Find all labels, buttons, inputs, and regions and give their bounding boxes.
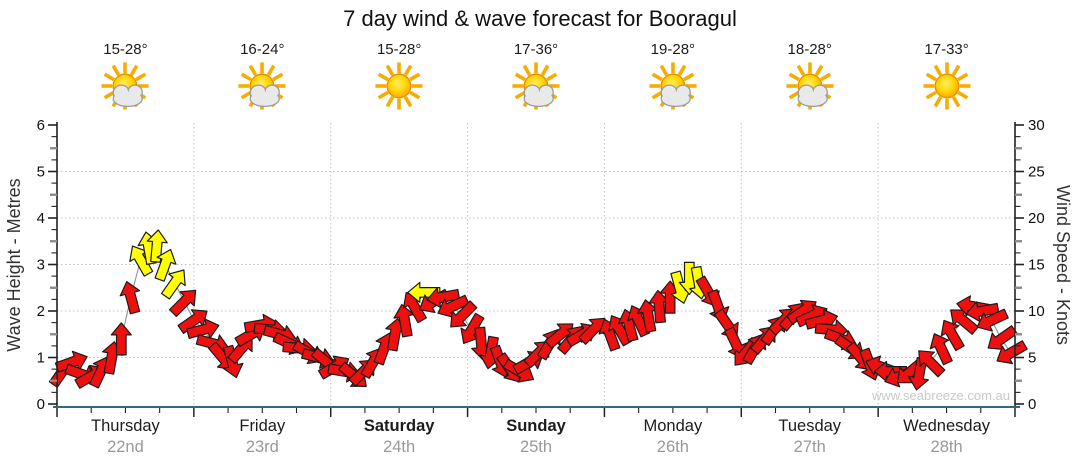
day-label: Wednesday 28th <box>878 415 1015 458</box>
temp-range: 19-28° <box>650 41 696 58</box>
wind-arrow <box>146 229 168 263</box>
day-column: 17-33° <box>878 40 1015 112</box>
wind-arrow <box>160 269 186 300</box>
left-axis-tick-label: 0 <box>37 396 45 413</box>
day-date: 22nd <box>107 438 144 456</box>
day-column: 19-28° <box>604 40 741 112</box>
wind-arrow <box>976 308 1009 332</box>
temp-range: 18-28° <box>787 41 832 58</box>
day-date: 25th <box>519 438 553 456</box>
day-column: 18-28° <box>741 40 878 112</box>
temp-range: 15-28° <box>376 41 422 58</box>
wind-arrow <box>918 350 946 378</box>
right-axis-tick-label: 0 <box>1028 396 1036 413</box>
temp-range: 17-33° <box>924 41 969 58</box>
day-date: 23rd <box>245 438 279 456</box>
left-axis-tick-label: 3 <box>37 257 45 274</box>
day-name: Saturday <box>363 417 435 435</box>
day-name: Wednesday <box>903 417 990 435</box>
right-axis-tick-label: 10 <box>1028 303 1045 320</box>
right-axis: 0 5 10 15 20 25 30 <box>1014 117 1045 413</box>
day-column: 16-24° <box>194 40 331 112</box>
temp-range: 16-24° <box>240 41 285 58</box>
right-axis-tick-label: 30 <box>1028 117 1045 134</box>
day-name: Thursday <box>91 417 160 435</box>
temp-range: 17-36° <box>513 41 559 58</box>
day-label: Tuesday 27th <box>741 415 878 458</box>
wind-arrow <box>450 300 478 328</box>
wind-arrow <box>110 322 132 356</box>
wind-arrow <box>940 319 965 352</box>
page-title: 7 day wind & wave forecast for Booragul <box>343 6 737 31</box>
day-label: Monday 26th <box>604 415 741 458</box>
day-label: Thursday 22nd <box>57 415 194 458</box>
left-axis-tick-label: 4 <box>37 210 45 227</box>
wind-arrow <box>119 281 141 315</box>
day-date: 27th <box>793 438 826 456</box>
right-axis-tick-label: 5 <box>1028 350 1036 367</box>
wind-arrow <box>996 340 1028 365</box>
left-axis-tick-label: 1 <box>37 350 45 367</box>
day-label: Friday 23rd <box>194 415 331 458</box>
right-axis-tick-label: 25 <box>1028 164 1045 181</box>
day-column: 15-28° <box>331 40 468 112</box>
day-name: Sunday <box>506 417 566 435</box>
right-axis-tick-label: 15 <box>1028 257 1045 274</box>
wind-arrow <box>168 289 197 318</box>
day-column: 15-28° <box>57 40 194 112</box>
day-forecast-row: 15-28° 16-24° 15-28° 17-36° 19-28° 18-28… <box>57 40 1015 112</box>
day-label: Saturday 24th <box>331 415 468 458</box>
wind-arrows <box>48 229 1028 391</box>
left-axis: 0 1 2 3 4 5 6 <box>37 117 58 413</box>
left-axis-tick-label: 5 <box>37 164 45 181</box>
left-axis-tick-label: 6 <box>37 117 45 134</box>
day-column: 17-36° <box>468 40 605 112</box>
temp-range: 15-28° <box>103 41 148 58</box>
left-axis-tick-label: 2 <box>37 303 45 320</box>
day-name: Tuesday <box>778 417 842 435</box>
wind-arrow <box>154 248 177 282</box>
watermark: www.seabreeze.com.au <box>871 388 1010 403</box>
day-date: 24th <box>383 438 416 456</box>
wind-arrow <box>929 333 953 366</box>
bottom-axis <box>53 406 1020 417</box>
day-date: 28th <box>930 438 963 456</box>
day-date: 26th <box>656 438 689 456</box>
day-name: Friday <box>239 417 286 435</box>
day-name: Monday <box>643 417 703 435</box>
day-axis-labels: Thursday 22nd Friday 23rd Saturday 24th … <box>57 415 1015 458</box>
right-axis-tick-label: 20 <box>1028 210 1045 227</box>
day-label: Sunday 25th <box>468 415 605 458</box>
